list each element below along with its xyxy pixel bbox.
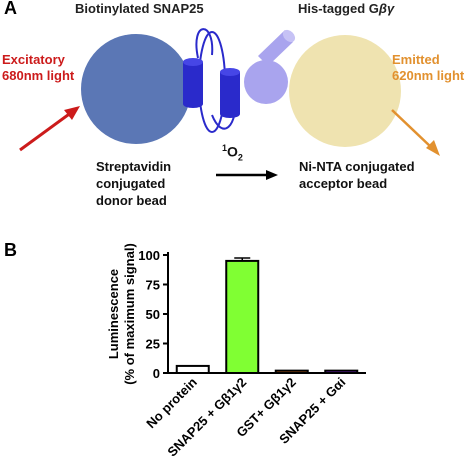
bar <box>324 369 359 375</box>
acceptor-bead <box>289 35 401 147</box>
donor-bead <box>81 34 191 144</box>
y-axis-label-line1: Luminescence <box>106 269 121 359</box>
singlet-oxygen-sub: 2 <box>237 152 243 163</box>
y-tick-label: 75 <box>146 278 160 293</box>
donor-line1: Streptavidin <box>96 159 172 174</box>
acceptor-title: His-tagged Gβγ <box>298 1 394 16</box>
singlet-oxygen-symbol: O <box>227 143 238 160</box>
gbg-protein <box>244 29 296 104</box>
y-tick-label: 100 <box>138 248 160 263</box>
bar <box>274 369 309 375</box>
panel-b-label: B <box>4 240 17 260</box>
y-tick-label: 25 <box>146 337 160 352</box>
singlet-oxygen-arrow <box>216 170 278 180</box>
emitted-label: Emitted 620nm light <box>392 52 464 84</box>
excitatory-arrow <box>19 106 80 152</box>
donor-description: Streptavidin conjugated donor bead <box>96 158 171 209</box>
bar <box>175 364 210 375</box>
y-tick-label: 50 <box>146 307 160 322</box>
panel-a-label: A <box>4 0 17 18</box>
y-tick-label: 0 <box>153 366 160 381</box>
y-axis-label-line2: (% of maximum signal) <box>122 243 137 385</box>
donor-title: Biotinylated SNAP25 <box>75 1 204 16</box>
singlet-oxygen-sup: 1 <box>222 143 228 153</box>
excitatory-line1: Excitatory <box>2 52 65 67</box>
acceptor-description: Ni-NTA conjugated acceptor bead <box>299 158 415 192</box>
snap25-helix-right <box>220 68 240 118</box>
emitted-line1: Emitted <box>392 52 440 67</box>
emitted-line2: 620nm light <box>392 68 465 83</box>
acceptor-title-prefix: His-tagged G <box>298 1 379 16</box>
emitted-arrow <box>391 109 440 156</box>
donor-line2: conjugated <box>96 176 166 191</box>
bar <box>225 259 260 374</box>
excitatory-line2: 680nm light <box>2 68 75 83</box>
acceptor-title-symbol: βγ <box>378 1 395 16</box>
acceptor-line1: Ni-NTA conjugated <box>299 159 415 174</box>
singlet-oxygen-label: 1O2 <box>222 143 243 162</box>
snap25-helix-left <box>183 58 203 108</box>
acceptor-line2: acceptor bead <box>299 176 388 191</box>
excitatory-label: Excitatory 680nm light <box>2 52 74 84</box>
donor-line3: donor bead <box>96 193 167 208</box>
